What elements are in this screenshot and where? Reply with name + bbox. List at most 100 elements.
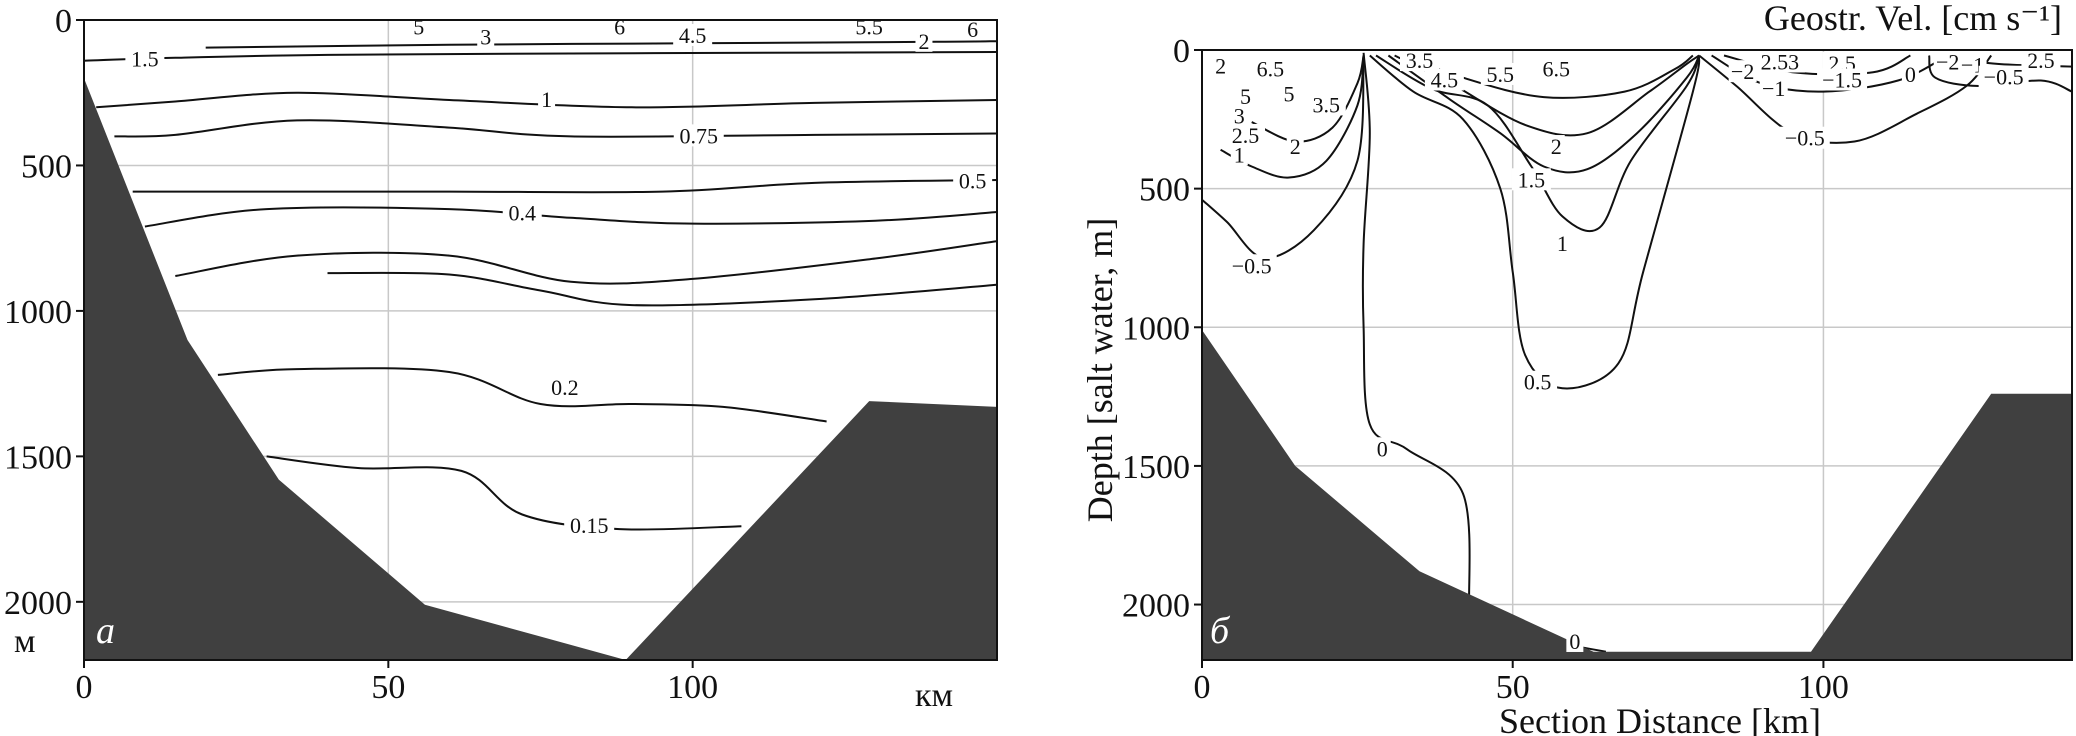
panel-a-contour-label: 0.5 bbox=[959, 168, 987, 193]
panel-a-contour-label: 3 bbox=[480, 24, 491, 49]
panel-a-contour-label-bg bbox=[673, 124, 724, 147]
panel-b-y-axis-title: Depth [salt water, m] bbox=[1080, 218, 1120, 522]
panel-b-contour-label-bg bbox=[1230, 104, 1248, 127]
panel-b-x-tick-label: 50 bbox=[1496, 669, 1530, 706]
panel-b-isoline bbox=[1375, 54, 1701, 233]
panel-a-contour-label: 5 bbox=[413, 14, 424, 39]
panel-b-contour-label-bg bbox=[1400, 49, 1439, 72]
panel-b-contour-label: 4.5 bbox=[1431, 68, 1459, 93]
panel-b-x-tick-label: 0 bbox=[1194, 669, 1211, 706]
panel-b-contour-label-bg bbox=[1230, 143, 1248, 166]
panel-b-isoline bbox=[1361, 52, 1471, 605]
panel-b-contour-label: 3.5 bbox=[1313, 92, 1341, 117]
panel-a-isoline bbox=[132, 179, 998, 194]
panel-a-contour-label: 0.4 bbox=[508, 200, 536, 225]
panel-a-label: a bbox=[96, 610, 115, 652]
panel-a-contour-label-bg bbox=[953, 169, 993, 192]
panel-a-isoline bbox=[83, 51, 998, 62]
panel-a-isoline bbox=[114, 119, 998, 138]
panel-b-contour-label-bg bbox=[1280, 82, 1298, 105]
panel-a-contour-label-bg bbox=[125, 47, 165, 70]
panel-a-y-tick-label: 500 bbox=[21, 148, 72, 185]
panel-a-contour-label-bg bbox=[538, 88, 556, 110]
panel-b-contour-label: 1.5 bbox=[1518, 167, 1546, 192]
panel-b-contour-label-bg bbox=[1424, 68, 1464, 91]
panel-b-contour-label: 0 bbox=[1377, 436, 1388, 461]
panel-b-contour-label: 5.5 bbox=[1487, 62, 1515, 87]
panel-b-y-tick-label: 1000 bbox=[1122, 310, 1190, 347]
panel-a-contour-label-bg bbox=[964, 18, 982, 41]
panel-b-contour-label-bg bbox=[1728, 60, 1757, 83]
panel-b-contour-label-bg bbox=[1754, 50, 1805, 73]
panel-b-contour-label: 1 bbox=[1234, 142, 1245, 167]
panel-b-contour-label: 0 bbox=[1905, 62, 1916, 87]
panel-b-contour-label-bg bbox=[2021, 49, 2061, 72]
panel-b-contour-label: −1.5 bbox=[1822, 68, 1862, 93]
panel-b-contour-label: 6.5 bbox=[1542, 56, 1570, 81]
panel-a-bottom-topography bbox=[84, 78, 997, 660]
panel-b-title: Geostr. Vel. [cm s⁻¹] bbox=[1764, 0, 2062, 38]
panel-b-contour-label: 1 bbox=[1557, 231, 1568, 256]
panel-b-contour-label-bg bbox=[1212, 54, 1230, 77]
panel-b-contour-label: 0 bbox=[1569, 629, 1580, 654]
panel-b-contour-label: −2 bbox=[1731, 59, 1754, 84]
panel-a-contour-label: 4.5 bbox=[679, 23, 707, 48]
panel-a-contour-label-bg bbox=[502, 201, 542, 224]
panel-b-contour-label-bg bbox=[1566, 629, 1584, 652]
panel-b-contour-label: 6.5 bbox=[1257, 56, 1285, 81]
panel-a-y-tick-label: 0 bbox=[55, 3, 72, 40]
panel-b-contour-label: −0.5 bbox=[1984, 65, 2024, 90]
panel-b-label: б bbox=[1210, 610, 1231, 652]
panel-b-contour-label: −1 bbox=[1762, 76, 1785, 101]
panel-b-y-tick-label: 1500 bbox=[1122, 449, 1190, 486]
panel-b-contour-label-bg bbox=[1536, 57, 1576, 80]
panel-a-contour-label-bg bbox=[477, 25, 495, 48]
panel-b-contour-label-bg bbox=[1286, 135, 1304, 158]
panel-b-contour-label-bg bbox=[1553, 232, 1571, 255]
panel-b-contour-label-bg bbox=[1373, 437, 1391, 460]
panel-a-y-unit: м bbox=[14, 623, 36, 660]
panel-b-isoline bbox=[1369, 54, 1701, 390]
panel-a-contour-label-bg bbox=[915, 29, 933, 52]
panel-a-x-unit: км bbox=[915, 677, 953, 714]
panel-b-contour-label-bg bbox=[1518, 370, 1558, 393]
panel-b-contour-label: 0.5 bbox=[1524, 370, 1552, 395]
panel-b-contour-label: 5 bbox=[1240, 84, 1251, 109]
panel-a-isoline bbox=[217, 367, 827, 423]
panel-b-contour-label-bg bbox=[1511, 168, 1551, 191]
panel-a-contour-label: 0.75 bbox=[680, 123, 719, 148]
panel-b-contour-label: 2 bbox=[1215, 54, 1226, 79]
panel-a-contour-label-bg bbox=[564, 514, 615, 537]
panel-a-contour-label: 0.15 bbox=[570, 513, 609, 538]
panel-a-frame bbox=[83, 19, 998, 661]
panel-a-isoline bbox=[266, 455, 742, 531]
panel-a-contour-label: 6 bbox=[614, 14, 625, 39]
panel-a-isoline bbox=[144, 206, 998, 228]
panel-b-contour-label: −0.5 bbox=[1232, 253, 1272, 278]
panel-a-y-tick-label: 1000 bbox=[4, 294, 72, 331]
panel-b-contour-label: −0.5 bbox=[1785, 126, 1825, 151]
panel-a-x-tick-label: 50 bbox=[371, 669, 405, 706]
panel-b-x-axis-title: Section Distance [km] bbox=[1499, 701, 1821, 736]
panel-b-bottom-topography bbox=[1202, 330, 2072, 660]
panel-b-contour-label-bg bbox=[1817, 68, 1868, 91]
panel-b-frame bbox=[1201, 49, 2073, 661]
panel-b-contour-label-bg bbox=[1779, 126, 1830, 149]
panel-b-contour-label-bg bbox=[1978, 65, 2029, 88]
panel-b-contour-label-bg bbox=[1250, 57, 1290, 80]
panel-b-y-tick-label: 0 bbox=[1173, 33, 1190, 70]
panel-b-contour-label-bg bbox=[1901, 62, 1919, 85]
panel-b-contour-label: 2.53 bbox=[1761, 49, 1800, 74]
panel-b-x-tick-label: 100 bbox=[1798, 669, 1849, 706]
panel-b-contour-label-bg bbox=[1547, 135, 1565, 158]
panel-a-x-tick-label: 100 bbox=[667, 669, 718, 706]
panel-b-isoline bbox=[1387, 54, 1701, 174]
panel-b-isoline bbox=[1220, 55, 1365, 179]
panel-b-contour-label-bg bbox=[1306, 93, 1346, 116]
panel-a-isoline bbox=[175, 240, 998, 285]
panel-a-contour-label: 5.5 bbox=[855, 14, 883, 39]
